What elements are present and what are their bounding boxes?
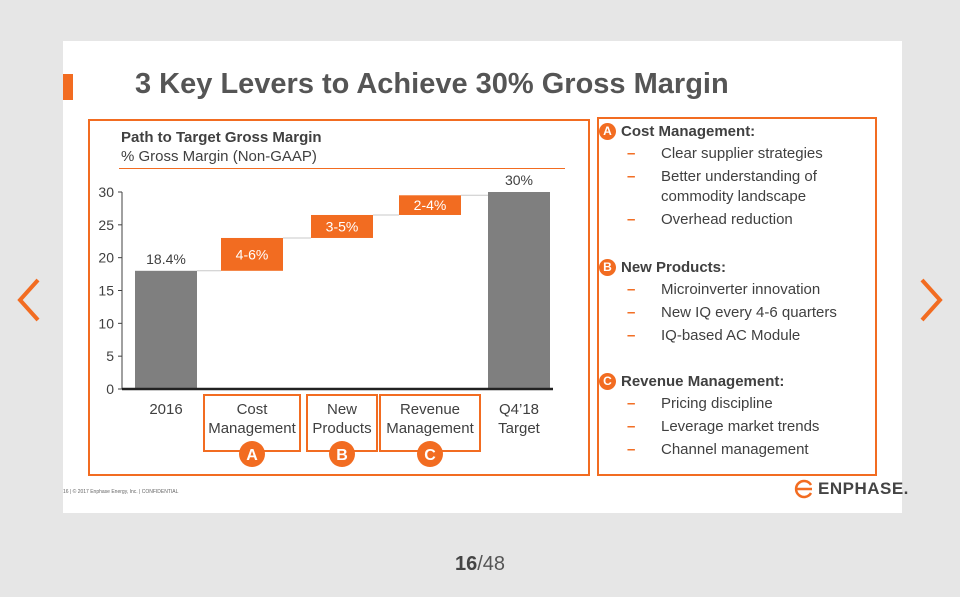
data-label: 2-4%: [414, 197, 447, 213]
lever-section: C Revenue Management: – Pricing discipline –…: [597, 371, 877, 460]
page-separator: /: [477, 553, 483, 575]
x-tick-label: 2016: [149, 401, 182, 418]
current-page: 16: [454, 553, 478, 575]
data-label: 18.4%: [146, 251, 186, 267]
bar-4: [399, 195, 461, 215]
x-tick-label: Management: [386, 420, 474, 437]
data-label: 4-6%: [236, 246, 269, 262]
chevron-right-icon: [920, 278, 943, 322]
lever-bullet: – Leverage market trends: [597, 417, 877, 437]
lever-title: Cost Management:: [621, 122, 756, 140]
lever-badge: [329, 441, 355, 467]
lever-bullet-text: New IQ every 4-6 quarters: [661, 304, 837, 321]
lever-bullet-text: Leverage market trends: [661, 418, 820, 435]
chart-title: Path to Target Gross Margin: [121, 129, 322, 146]
lever-bullet-text: Overhead reduction: [661, 211, 793, 228]
dash-icon: –: [627, 211, 636, 228]
chart-subtitle: % Gross Margin (Non-GAAP): [121, 148, 317, 165]
lever-section: A Cost Management: – Clear supplier strateg…: [597, 121, 877, 230]
slide-footer: 16 | © 2017 Enphase Energy, Inc. | CONFI…: [63, 489, 179, 495]
data-label: 30%: [505, 172, 533, 188]
lever-bullet-text: Pricing discipline: [661, 395, 773, 412]
lever-badge-letter: A: [246, 447, 258, 464]
slide: 3 Key Levers to Achieve 30% Gross Margin…: [63, 41, 908, 513]
bar-5: [488, 192, 550, 389]
total-pages: 48: [482, 553, 506, 575]
next-slide-button[interactable]: [910, 270, 950, 330]
lever-bullet-text: Clear supplier strategies: [661, 145, 823, 162]
waterfall-chart: 0 5 10 15 20 25 30 18.4% 4-6% 3-5% 2-4% 30% 2016 Cost…: [98, 172, 553, 467]
chevron-left-icon: [17, 278, 40, 322]
lever-title: New Products:: [621, 258, 727, 276]
y-tick-label: 20: [98, 250, 114, 266]
y-tick-label: 0: [106, 381, 114, 397]
bar-3: [311, 214, 373, 238]
lever-title: Revenue Management:: [621, 372, 785, 390]
x-tick-label: Cost: [237, 401, 269, 418]
lever-header: B New Products:: [597, 257, 877, 277]
lever-badge-letter: C: [424, 447, 436, 464]
dash-icon: –: [627, 327, 636, 344]
slide-title: 3 Key Levers to Achieve 30% Gross Margin: [135, 68, 729, 100]
lever-badge: [239, 441, 265, 467]
y-tick-label: 25: [98, 217, 114, 233]
lever-section: B New Products: – Microinverter innovation –…: [597, 257, 877, 346]
x-tick-label: New: [327, 401, 357, 418]
levers-frame: [597, 117, 877, 476]
title-accent-bar: [63, 74, 73, 100]
lever-bullet: – New IQ every 4-6 quarters: [597, 303, 877, 323]
lever-bullet: – IQ-based AC Module: [597, 326, 877, 346]
lever-bullet-text: Better understanding of commodity landsc…: [661, 168, 817, 205]
bar-1: [135, 270, 197, 389]
x-tick-label: Management: [208, 420, 296, 437]
lever-bullet-text: IQ-based AC Module: [661, 327, 801, 344]
dash-icon: –: [627, 441, 636, 458]
dash-icon: –: [627, 395, 636, 412]
lever-badge: [417, 441, 443, 467]
lever-bullet-text: Microinverter innovation: [661, 281, 821, 298]
bar-2: [221, 237, 283, 271]
lever-bullet: – Microinverter innovation: [597, 280, 877, 300]
chart-title-divider: [119, 168, 565, 169]
brand-name: ENPHASE.: [818, 479, 909, 498]
dash-icon: –: [627, 281, 636, 298]
lever-bullet-text: Channel management: [661, 441, 809, 458]
lever-header: A Cost Management:: [597, 121, 877, 141]
x-tick-label: Products: [312, 420, 371, 437]
lever-bullet: – Better understanding of commodity lands…: [597, 167, 877, 207]
data-label: 3-5%: [326, 218, 359, 234]
chart-frame: [88, 119, 590, 476]
dash-icon: –: [627, 418, 636, 435]
enphase-logo-icon: [794, 479, 813, 499]
lever-header: C Revenue Management:: [597, 371, 877, 391]
y-tick-label: 30: [98, 184, 114, 200]
lever-bullet: – Overhead reduction: [597, 210, 877, 230]
lever-bullet: – Channel management: [597, 440, 877, 460]
x-tick-label: Q4’18: [499, 401, 539, 418]
dash-icon: –: [627, 168, 636, 185]
y-tick-label: 10: [98, 315, 114, 331]
y-tick-label: 15: [98, 283, 114, 299]
y-tick-label: 5: [106, 348, 114, 364]
dash-icon: –: [627, 145, 636, 162]
lever-badge: A: [599, 122, 616, 140]
lever-bullet: – Clear supplier strategies: [597, 144, 877, 164]
lever-badge: C: [599, 372, 616, 390]
page-indicator: 16/48: [0, 553, 960, 576]
x-tick-label: Revenue: [400, 401, 460, 418]
lever-bullet: – Pricing discipline: [597, 394, 877, 414]
x-tick-label: Target: [498, 420, 541, 437]
previous-slide-button[interactable]: [10, 270, 50, 330]
enphase-logo: ENPHASE.: [794, 479, 909, 499]
lever-badge: B: [599, 258, 616, 276]
dash-icon: –: [627, 304, 636, 321]
lever-badge-letter: B: [336, 447, 348, 464]
